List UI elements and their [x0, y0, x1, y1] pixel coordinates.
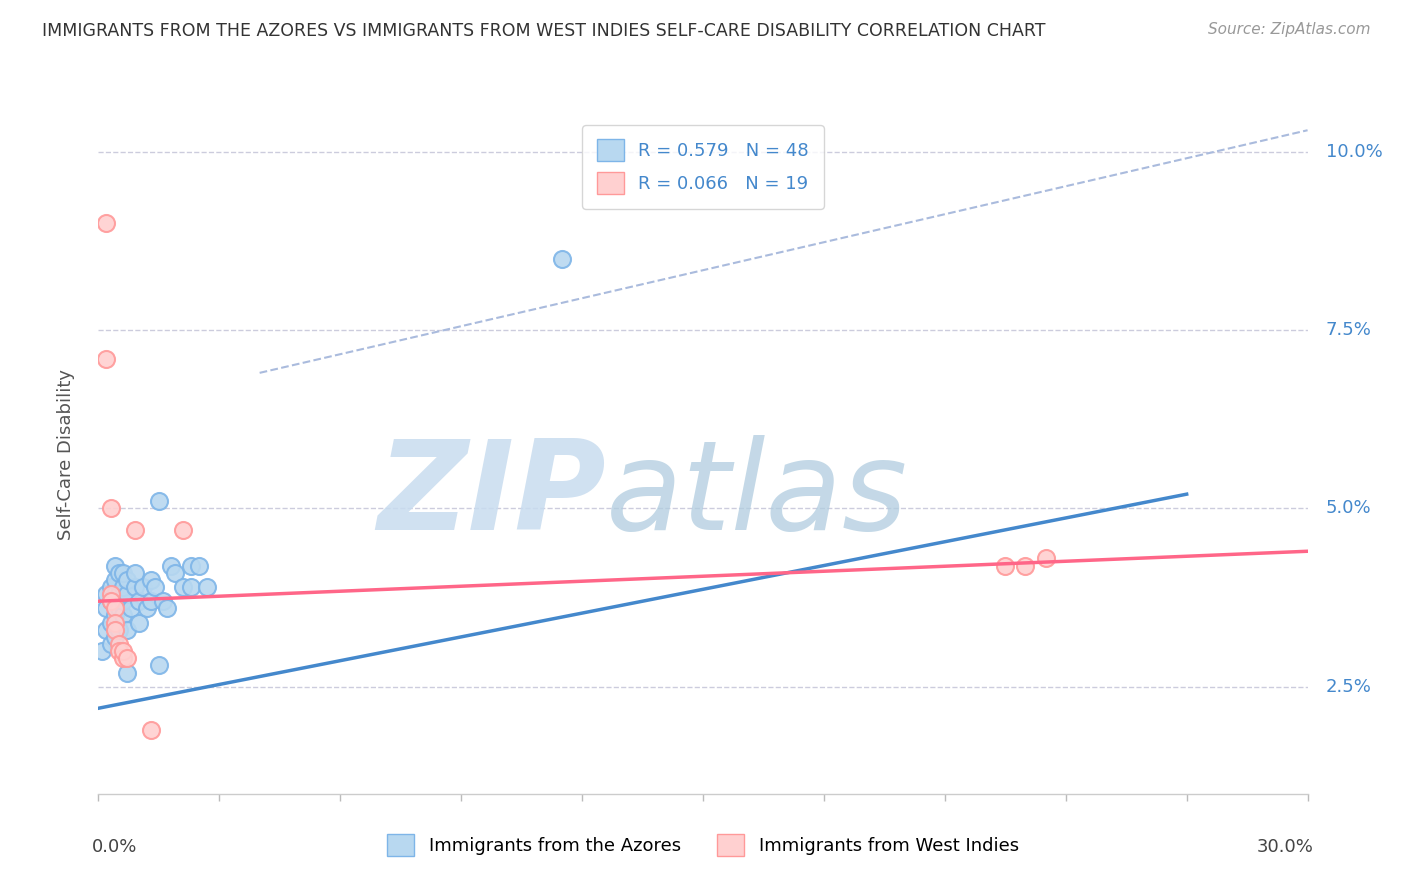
Point [96, 623, 118, 637]
Point [188, 558, 211, 573]
Text: 0.0%: 0.0% [93, 838, 138, 856]
Point [160, 558, 183, 573]
Point [111, 651, 134, 665]
Point [100, 637, 122, 651]
Point [148, 494, 170, 508]
Point [107, 623, 129, 637]
Point [156, 601, 179, 615]
Point [180, 558, 202, 573]
Point [103, 615, 125, 630]
Point [124, 566, 146, 580]
Point [96, 601, 118, 615]
Text: 7.5%: 7.5% [1326, 321, 1372, 339]
Point [111, 580, 134, 594]
Point [180, 580, 202, 594]
Point [135, 601, 157, 615]
Text: IMMIGRANTS FROM THE AZORES VS IMMIGRANTS FROM WEST INDIES SELF-CARE DISABILITY C: IMMIGRANTS FROM THE AZORES VS IMMIGRANTS… [42, 22, 1046, 40]
Point [115, 665, 138, 680]
Text: 2.5%: 2.5% [1326, 678, 1372, 696]
Point [107, 587, 129, 601]
Point [1014, 558, 1036, 573]
Point [148, 658, 170, 673]
Point [172, 523, 194, 537]
Point [103, 601, 125, 615]
Point [115, 623, 138, 637]
Point [115, 587, 138, 601]
Point [107, 601, 129, 615]
Text: Source: ZipAtlas.com: Source: ZipAtlas.com [1208, 22, 1371, 37]
Point [103, 623, 125, 637]
Point [103, 558, 125, 573]
Point [103, 630, 125, 644]
Legend: R = 0.579   N = 48, R = 0.066   N = 19: R = 0.579 N = 48, R = 0.066 N = 19 [582, 125, 824, 209]
Point [107, 637, 129, 651]
Text: 30.0%: 30.0% [1257, 838, 1313, 856]
Point [551, 252, 574, 266]
Point [1035, 551, 1057, 566]
Point [111, 566, 134, 580]
Point [107, 566, 129, 580]
Point [163, 566, 186, 580]
Text: ZIP: ZIP [378, 435, 606, 556]
Text: 10.0%: 10.0% [1326, 143, 1382, 161]
Point [107, 644, 129, 658]
Point [100, 580, 122, 594]
Point [115, 651, 138, 665]
Point [103, 587, 125, 601]
Point [195, 580, 218, 594]
Point [172, 580, 194, 594]
Y-axis label: Self-Care Disability: Self-Care Disability [56, 369, 75, 541]
Point [128, 615, 150, 630]
Text: atlas: atlas [606, 435, 908, 556]
Point [128, 594, 150, 608]
Point [994, 558, 1017, 573]
Point [139, 594, 162, 608]
Point [143, 580, 166, 594]
Point [139, 723, 162, 737]
Point [120, 601, 142, 615]
Point [103, 594, 125, 608]
Point [100, 501, 122, 516]
Point [96, 351, 118, 366]
Point [103, 573, 125, 587]
Point [124, 580, 146, 594]
Point [152, 594, 174, 608]
Point [111, 594, 134, 608]
Text: 5.0%: 5.0% [1326, 500, 1371, 517]
Point [115, 573, 138, 587]
Point [132, 580, 155, 594]
Point [100, 587, 122, 601]
Point [111, 644, 134, 658]
Point [124, 523, 146, 537]
Point [100, 615, 122, 630]
Point [91, 644, 114, 658]
Point [100, 594, 122, 608]
Point [139, 573, 162, 587]
Point [96, 216, 118, 230]
Point [111, 608, 134, 623]
Point [96, 587, 118, 601]
Point [100, 594, 122, 608]
Point [103, 608, 125, 623]
